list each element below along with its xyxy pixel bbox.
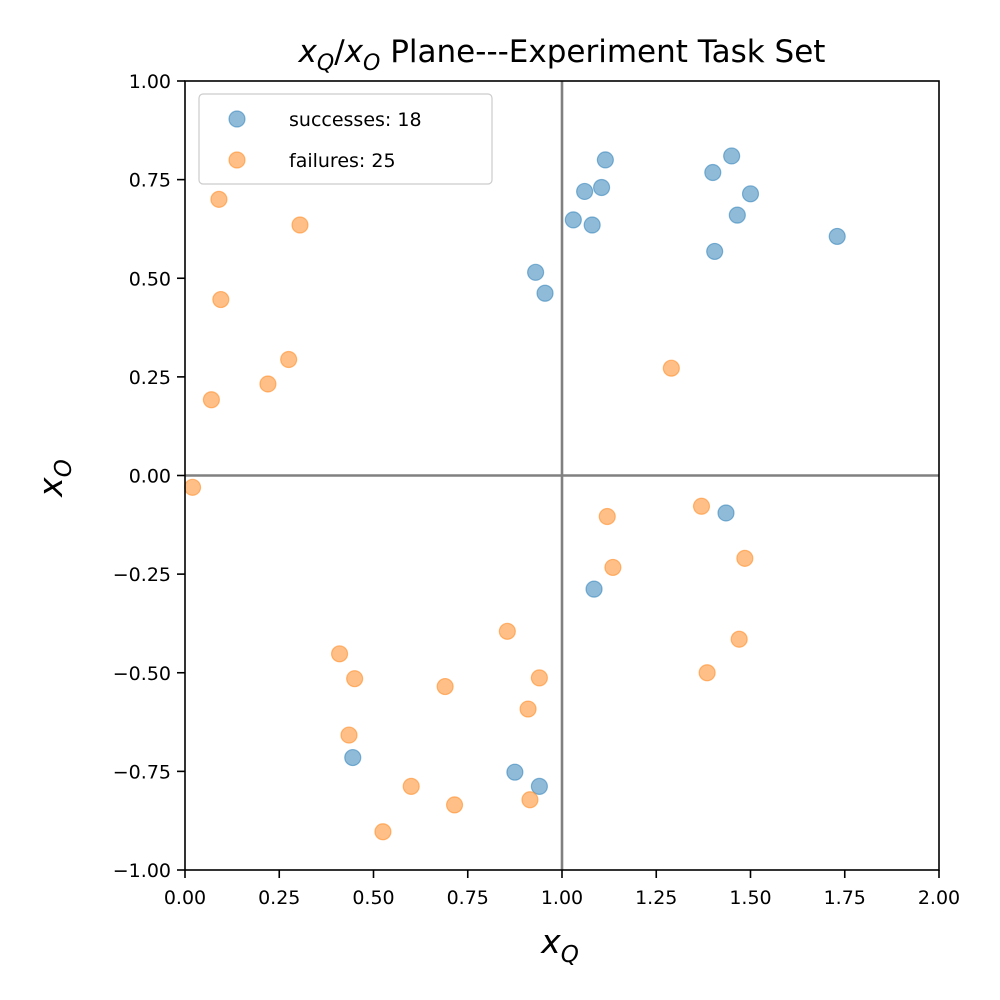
y-axis-label: xO <box>31 459 77 498</box>
y-tick-label: −0.50 <box>113 663 171 685</box>
chart-title: xQ/xO Plane---Experiment Task Set <box>298 34 826 76</box>
data-point <box>576 182 594 201</box>
x-axis-label-var: x <box>540 922 561 961</box>
x-axis-ticks: 0.00 0.25 0.50 0.75 1.00 1.25 1.50 1.75 2.00 <box>164 870 960 909</box>
data-point <box>736 549 754 567</box>
data-point <box>344 748 362 767</box>
data-point <box>592 178 611 197</box>
data-point <box>436 677 454 696</box>
data-point <box>330 645 349 663</box>
x-tick-label: 0.75 <box>447 887 489 909</box>
legend-box <box>198 93 493 185</box>
legend-marker-successes <box>228 110 246 128</box>
data-point <box>662 359 680 377</box>
title-sub-2: O <box>363 51 380 76</box>
series-failures <box>183 190 754 841</box>
series-successes <box>344 147 846 795</box>
data-point <box>828 227 846 246</box>
data-point <box>596 151 614 169</box>
y-axis-label-sub: O <box>51 459 77 477</box>
x-tick-label: 1.00 <box>541 887 583 909</box>
y-axis-ticks: −1.00 −0.75 −0.50 −0.25 0.00 0.25 0.50 0.75 1.00 <box>113 71 185 882</box>
x-tick-label: 1.25 <box>635 887 677 909</box>
y-tick-label: 0.00 <box>129 466 171 488</box>
data-point <box>210 190 228 208</box>
data-point <box>706 242 724 261</box>
data-point <box>583 216 601 234</box>
data-point <box>564 211 582 229</box>
y-axis-label-var: x <box>31 477 70 498</box>
data-point <box>598 507 616 526</box>
data-point <box>506 763 524 781</box>
y-tick-label: −0.75 <box>113 761 171 783</box>
reference-lines <box>185 81 939 870</box>
y-tick-label: −0.25 <box>113 564 171 586</box>
data-point <box>530 777 548 795</box>
title-var-1: x <box>298 34 318 70</box>
data-point <box>521 791 539 809</box>
x-axis-label-sub: Q <box>561 942 579 968</box>
data-point <box>498 622 516 640</box>
data-point <box>692 497 711 515</box>
y-tick-label: 1.00 <box>129 71 171 93</box>
legend-marker-failures <box>228 151 246 169</box>
data-point <box>741 185 760 203</box>
legend-label-successes: successes: 18 <box>289 109 422 131</box>
data-point <box>585 580 603 598</box>
data-point <box>519 700 537 718</box>
title-rest: Plane---Experiment Task Set <box>380 34 825 70</box>
y-tick-label: 0.25 <box>129 367 171 389</box>
title-separator: / <box>334 34 345 70</box>
data-point <box>340 726 358 744</box>
x-tick-label: 1.50 <box>729 887 771 909</box>
title-sub-1: Q <box>317 51 334 76</box>
x-tick-label: 0.50 <box>352 887 394 909</box>
data-point <box>183 478 202 496</box>
data-point <box>730 630 748 648</box>
title-var-2: x <box>344 34 364 70</box>
data-point <box>259 375 277 393</box>
data-point <box>527 263 545 281</box>
data-point <box>445 796 464 814</box>
data-point <box>717 504 735 522</box>
y-tick-label: −1.00 <box>113 860 171 882</box>
data-point <box>346 670 364 688</box>
y-tick-label: 0.75 <box>129 170 171 192</box>
legend-label-failures: failures: 25 <box>289 150 396 172</box>
x-tick-label: 0.25 <box>258 887 300 909</box>
x-tick-label: 2.00 <box>918 887 960 909</box>
data-point <box>530 669 548 687</box>
x-tick-label: 1.75 <box>824 887 866 909</box>
data-points <box>183 147 846 841</box>
data-point <box>212 290 230 309</box>
data-point <box>723 147 741 165</box>
data-point <box>536 284 554 302</box>
data-point <box>604 558 622 577</box>
data-point <box>291 216 309 234</box>
data-point <box>728 206 746 224</box>
x-axis-label: xQ <box>540 922 579 968</box>
data-point <box>704 163 722 182</box>
data-point <box>698 664 716 682</box>
data-point <box>280 350 298 369</box>
legend: successes: 18 failures: 25 <box>198 93 493 185</box>
data-point <box>202 391 220 409</box>
x-tick-label: 0.00 <box>164 887 206 909</box>
y-tick-label: 0.50 <box>129 268 171 290</box>
data-point <box>374 823 392 841</box>
data-point <box>402 777 420 795</box>
